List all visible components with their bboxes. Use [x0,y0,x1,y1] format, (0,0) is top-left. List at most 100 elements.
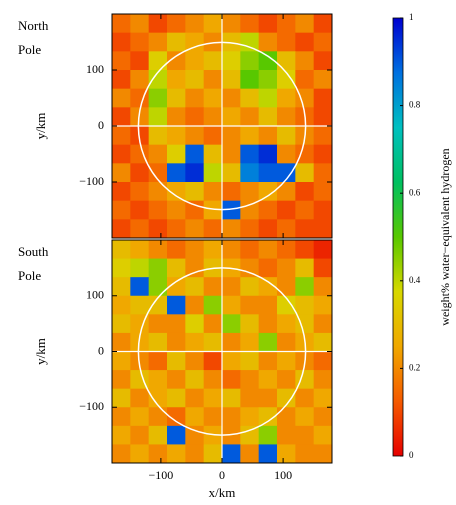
heat-cell [258,388,278,408]
heat-cell [295,200,315,220]
heat-cell [203,107,223,127]
heat-cell [167,182,186,202]
heat-cell [203,70,223,90]
heat-cell [240,277,260,297]
heat-cell [112,107,131,127]
heat-cell [258,277,278,297]
heat-cell [277,444,296,464]
heat-cell [148,219,168,239]
y-tick-label: 100 [86,62,104,76]
heat-cell [185,425,205,445]
heat-cell [222,144,241,164]
heat-cell [258,219,278,239]
heat-cell [130,182,150,202]
heat-cell [148,144,168,164]
heat-cell [295,51,315,71]
heat-cell [130,240,150,260]
heat-cell [277,200,296,220]
heat-cell [112,32,131,52]
heat-cell [277,425,296,445]
heat-cell [295,182,315,202]
heat-cell [295,240,315,260]
heat-cell [258,258,278,278]
heat-cell [185,32,205,52]
heat-cell [167,163,186,183]
heat-cell [277,163,296,183]
y-tick-label: −100 [79,174,104,188]
heat-cell [240,258,260,278]
heat-cell [148,425,168,445]
heat-cell [185,351,205,371]
heat-cell [148,388,168,408]
colorbar [392,17,404,457]
boundary-circle [137,267,307,436]
heat-cell [167,351,186,371]
heat-cell [258,88,278,108]
heat-cell [240,351,260,371]
heat-cell [295,388,315,408]
colorbar-label: weight% water−equivalent hydrogen [438,148,452,325]
heat-cell [277,258,296,278]
heat-cell [258,126,278,146]
heat-cell [240,314,260,334]
heat-cell [313,388,333,408]
heat-cell [295,88,315,108]
x-tick-label: 0 [219,468,225,482]
heat-cell [112,88,131,108]
heat-cell [112,351,131,371]
heat-cell [112,332,131,352]
heat-cell [277,51,296,71]
heat-cell [148,70,168,90]
heat-cell [203,88,223,108]
heat-cell [240,407,260,427]
heat-cell [222,219,241,239]
heat-cell [258,144,278,164]
heat-cell [313,240,333,260]
heat-cell [130,388,150,408]
heat-cell [258,314,278,334]
heat-cell [167,388,186,408]
heat-cell [222,88,241,108]
heat-cell [167,70,186,90]
heat-cell [222,14,241,34]
heat-cell [313,444,333,464]
colorbar-tick-label: 0.2 [409,362,420,372]
heat-cell [130,444,150,464]
heat-cell [112,240,131,260]
heat-cell [148,88,168,108]
heat-cell [148,240,168,260]
heatmap [112,14,333,239]
heat-cell [185,295,205,315]
heat-cell [295,295,315,315]
heat-cell [240,70,260,90]
heat-cell [167,51,186,71]
heat-cell [240,295,260,315]
heat-cell [148,200,168,220]
heat-cell [203,144,223,164]
heat-cell [130,163,150,183]
heat-cell [203,407,223,427]
heat-cell [222,200,241,220]
colorbar-tick-label: 0.6 [409,187,421,197]
heat-cell [258,332,278,352]
heat-cell [203,351,223,371]
heat-cell [112,70,131,90]
heat-cell [148,126,168,146]
heat-cell [167,32,186,52]
heat-cell [167,277,186,297]
heat-cell [130,425,150,445]
y-tick-label: 0 [98,118,104,132]
heat-cell [167,219,186,239]
heat-cell [277,219,296,239]
heat-cell [313,126,333,146]
heat-cell [112,388,131,408]
heat-cell [185,258,205,278]
heat-cell [295,144,315,164]
heat-cell [112,295,131,315]
heat-cell [148,332,168,352]
boundary-circle [137,41,307,211]
heat-cell [313,107,333,127]
heat-cell [130,126,150,146]
